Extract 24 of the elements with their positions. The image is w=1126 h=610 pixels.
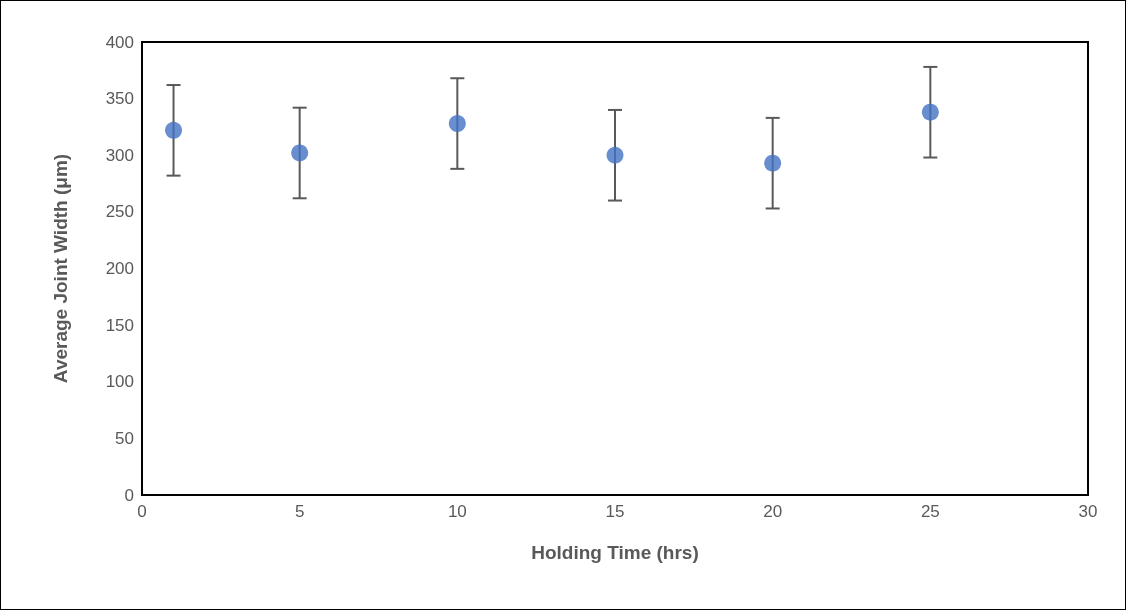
x-axis-title: Holding Time (hrs) <box>531 542 699 563</box>
x-tick-label: 25 <box>920 502 940 521</box>
y-tick-label: 0 <box>124 485 134 505</box>
point <box>165 121 183 139</box>
y-tick-label: 50 <box>115 428 134 448</box>
y-tick-label: 300 <box>105 145 134 165</box>
y-tick-label: 100 <box>105 372 134 392</box>
point <box>606 146 624 164</box>
x-tick-label: 0 <box>137 502 147 521</box>
y-tick-label: 400 <box>105 32 134 52</box>
y-tick-label: 200 <box>105 259 134 278</box>
x-tick-label: 5 <box>294 502 305 521</box>
point <box>921 103 939 121</box>
y-tick-label: 350 <box>105 89 134 109</box>
x-tick-label: 10 <box>447 502 467 521</box>
y-tick-label: 150 <box>105 315 134 335</box>
point <box>764 154 782 172</box>
x-tick-label: 30 <box>1078 502 1098 521</box>
y-tick-label: 250 <box>105 202 134 222</box>
y-axis-title: Average Joint Width (μm) <box>50 153 71 384</box>
point <box>291 144 309 162</box>
point <box>448 115 466 133</box>
x-tick-label: 20 <box>763 502 783 521</box>
x-tick-label: 15 <box>605 502 625 521</box>
